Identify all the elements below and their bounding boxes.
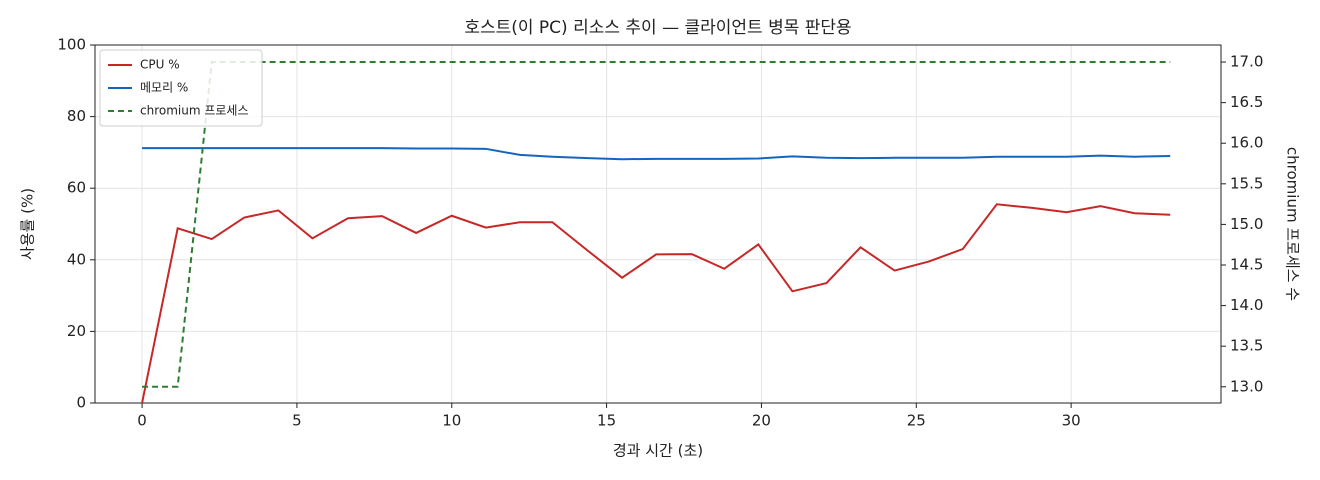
y2-tick-label: 16.0 bbox=[1230, 134, 1263, 152]
y2-tick-label: 17.0 bbox=[1230, 53, 1263, 71]
x-tick-label: 25 bbox=[907, 412, 926, 430]
x-tick-label: 20 bbox=[752, 412, 771, 430]
plot-frame bbox=[94, 44, 1222, 404]
y2-tick-label: 15.5 bbox=[1230, 174, 1263, 192]
x-axis-label: 경과 시간 (초) bbox=[613, 442, 703, 460]
x-tick-label: 15 bbox=[597, 412, 616, 430]
y2-tick-label: 14.0 bbox=[1230, 296, 1263, 314]
y2-tick-label: 13.0 bbox=[1230, 377, 1263, 395]
y-tick-label: 100 bbox=[57, 36, 86, 54]
series-line bbox=[142, 61, 1171, 388]
x-tick-label: 10 bbox=[442, 412, 461, 430]
legend-label: CPU % bbox=[140, 58, 180, 72]
y2-tick-label: 15.0 bbox=[1230, 215, 1263, 233]
series-line bbox=[141, 203, 1171, 404]
y-tick-label: 60 bbox=[67, 179, 86, 197]
x-tick-label: 30 bbox=[1062, 412, 1081, 430]
y-tick-label: 20 bbox=[67, 322, 86, 340]
y-tick-label: 40 bbox=[67, 250, 86, 268]
y-tick-label: 0 bbox=[76, 394, 86, 412]
y2-tick-label: 13.5 bbox=[1230, 337, 1263, 355]
y2-tick-label: 16.5 bbox=[1230, 93, 1263, 111]
y2-tick-label: 14.5 bbox=[1230, 255, 1263, 273]
legend-label: chromium 프로세스 bbox=[140, 104, 249, 118]
y-axis-label: 사용률 (%) bbox=[19, 188, 37, 260]
chart-title: 호스트(이 PC) 리소스 추이 — 클라이언트 병목 판단용 bbox=[464, 18, 851, 38]
y-tick-label: 80 bbox=[67, 107, 86, 125]
series-line bbox=[142, 147, 1171, 161]
x-tick-label: 0 bbox=[137, 412, 147, 430]
x-tick-label: 5 bbox=[292, 412, 302, 430]
y2-axis-label: chromium 프로세스 수 bbox=[1284, 147, 1302, 301]
legend-box bbox=[99, 49, 263, 127]
legend-label: 메모리 % bbox=[140, 81, 188, 95]
